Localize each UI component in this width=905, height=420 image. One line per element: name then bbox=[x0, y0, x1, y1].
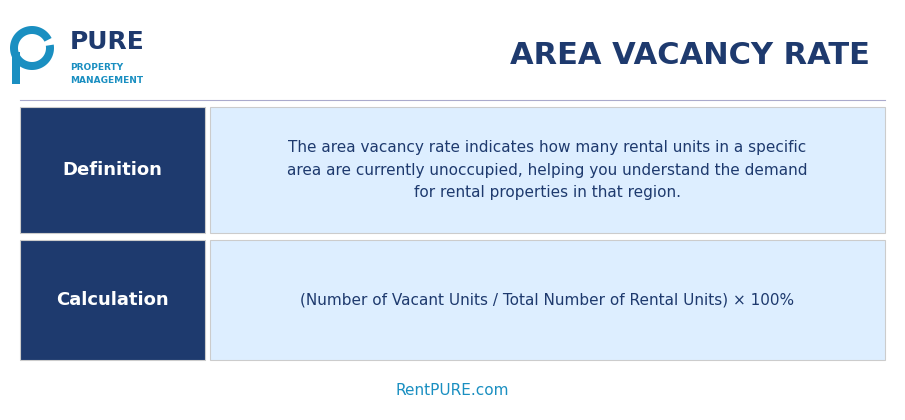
Text: PURE: PURE bbox=[70, 30, 145, 54]
Text: The area vacancy rate indicates how many rental units in a specific
area are cur: The area vacancy rate indicates how many… bbox=[287, 140, 808, 200]
FancyBboxPatch shape bbox=[20, 107, 205, 233]
Polygon shape bbox=[12, 52, 20, 84]
FancyBboxPatch shape bbox=[210, 240, 885, 360]
Polygon shape bbox=[10, 26, 54, 70]
Text: Definition: Definition bbox=[62, 161, 162, 179]
Text: Calculation: Calculation bbox=[56, 291, 169, 309]
FancyBboxPatch shape bbox=[20, 240, 205, 360]
Text: AREA VACANCY RATE: AREA VACANCY RATE bbox=[510, 40, 870, 69]
Text: (Number of Vacant Units / Total Number of Rental Units) × 100%: (Number of Vacant Units / Total Number o… bbox=[300, 292, 795, 307]
FancyBboxPatch shape bbox=[210, 107, 885, 233]
Text: RentPURE.com: RentPURE.com bbox=[395, 383, 509, 397]
Text: PROPERTY
MANAGEMENT: PROPERTY MANAGEMENT bbox=[70, 63, 143, 84]
